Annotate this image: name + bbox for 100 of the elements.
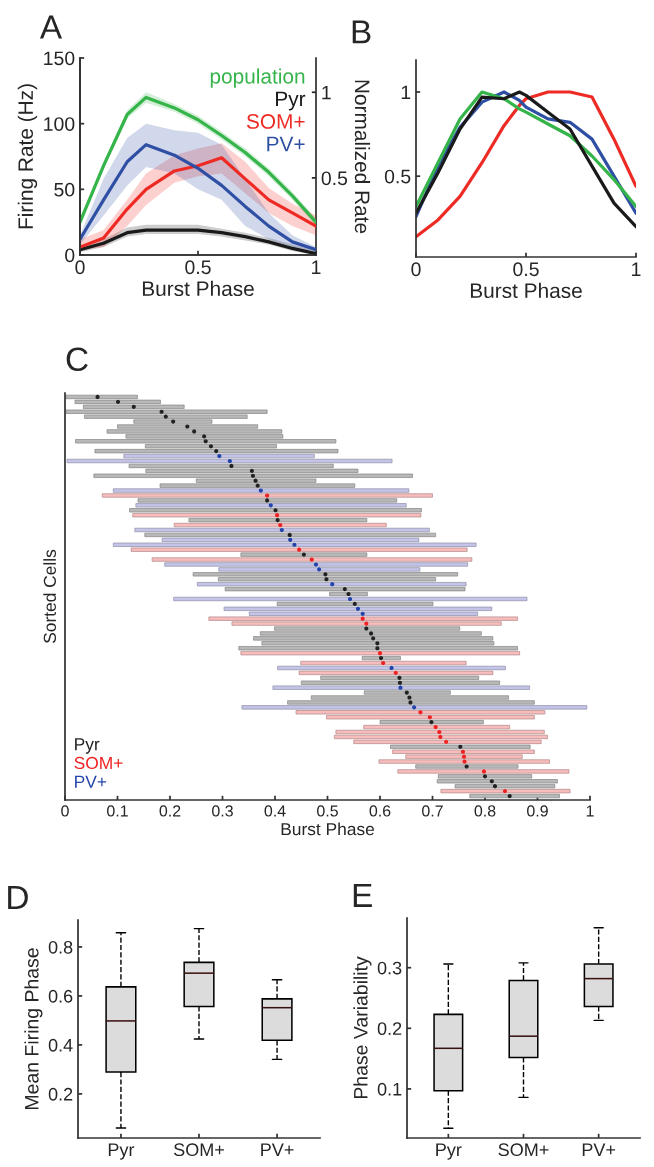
point <box>482 774 488 779</box>
chart-title: D <box>8 885 28 909</box>
bar <box>240 552 368 557</box>
point <box>249 468 254 473</box>
x-tick-label: 1 <box>586 805 594 817</box>
bar <box>300 660 467 666</box>
y-tick-label: 50 <box>54 182 75 197</box>
bar <box>134 527 430 533</box>
x-tick-label: SOM+ <box>173 1143 224 1157</box>
point <box>438 734 443 740</box>
bar <box>361 655 401 661</box>
x-tick-label: 0.5 <box>317 805 338 817</box>
point <box>287 532 292 537</box>
point <box>418 710 423 715</box>
bar <box>224 586 466 592</box>
point <box>507 793 512 799</box>
point <box>250 473 256 478</box>
point <box>347 596 353 602</box>
x-tick-label: SOM+ <box>498 1143 549 1157</box>
point <box>381 660 386 666</box>
chart-title: C <box>66 347 88 372</box>
point <box>255 483 260 488</box>
point <box>323 572 328 577</box>
point <box>412 705 417 710</box>
point <box>159 409 164 414</box>
bar <box>415 764 519 769</box>
point <box>275 513 280 518</box>
bar <box>276 601 434 607</box>
y-tick-label: 0.3 <box>377 961 402 975</box>
y2-tick-label: 0.5 <box>321 171 348 186</box>
x-tick-label: 0.8 <box>474 805 496 817</box>
point <box>489 779 494 784</box>
x-tick-label: 0.4 <box>264 805 286 817</box>
x-tick-label: 1 <box>312 260 321 274</box>
x-tick-label: Pyr <box>436 1143 462 1160</box>
point <box>208 444 214 449</box>
point <box>458 744 463 749</box>
x-tick-label: 0.6 <box>369 805 391 817</box>
y-tick-label: 100 <box>44 117 75 131</box>
y-tick-label: 0.2 <box>48 1087 73 1101</box>
x-tick-label: 0.5 <box>185 260 211 275</box>
x-axis-title: Burst Phase <box>281 822 375 836</box>
point <box>360 616 365 621</box>
bar <box>335 729 545 735</box>
text: Pyr <box>276 91 306 111</box>
point <box>492 784 498 789</box>
y-tick-label: 0.6 <box>48 989 73 1003</box>
x-tick-label: 0.5 <box>513 262 539 277</box>
x-tick-label: PV+ <box>261 1143 294 1156</box>
point <box>227 458 232 464</box>
point <box>368 631 374 636</box>
point <box>292 542 297 547</box>
point <box>427 715 432 720</box>
x-tick-label: 0.7 <box>422 805 443 817</box>
point <box>393 670 398 675</box>
y-tick-label: 0 <box>65 248 75 263</box>
point <box>202 434 207 439</box>
point <box>375 646 380 651</box>
bar <box>132 513 422 518</box>
point <box>408 700 413 705</box>
y2-axis-title: Normalized Rate <box>354 80 371 234</box>
point <box>192 429 197 434</box>
bar <box>188 518 368 523</box>
bar <box>440 789 571 794</box>
point <box>429 720 434 725</box>
y-tick-label: 0.2 <box>377 1022 402 1036</box>
y-axis-title: Phase Variability <box>353 956 372 1099</box>
bar <box>101 493 433 498</box>
x-tick-label: 1 <box>632 262 641 276</box>
point <box>444 739 449 744</box>
point <box>461 754 467 759</box>
point <box>95 394 100 400</box>
point <box>268 503 273 508</box>
x-axis-title: Burst Phase <box>142 280 254 297</box>
point <box>481 769 487 774</box>
point <box>229 463 234 469</box>
bar <box>66 458 393 464</box>
x-tick-label: 0 <box>75 260 85 275</box>
bar <box>196 582 467 587</box>
point <box>375 641 380 646</box>
chart-title: E <box>353 883 372 907</box>
series-label: population <box>210 68 305 88</box>
bar <box>129 508 422 513</box>
point <box>313 562 319 567</box>
bar <box>390 744 531 749</box>
bar <box>137 498 398 503</box>
x-tick-label: 0.1 <box>107 805 128 817</box>
text: Pyr <box>75 738 100 754</box>
text: PV+ <box>267 136 305 152</box>
bar <box>333 734 548 740</box>
x-tick-label: PV+ <box>582 1143 616 1156</box>
bar <box>397 769 570 774</box>
x-tick-label: Pyr <box>108 1143 135 1160</box>
bar <box>173 522 387 528</box>
x-tick-label: 0.2 <box>159 805 181 817</box>
point <box>462 759 467 764</box>
y-axis-title: Sorted Cells <box>43 549 57 643</box>
chart-title: B <box>352 20 371 44</box>
point <box>377 651 383 656</box>
point <box>279 527 284 533</box>
